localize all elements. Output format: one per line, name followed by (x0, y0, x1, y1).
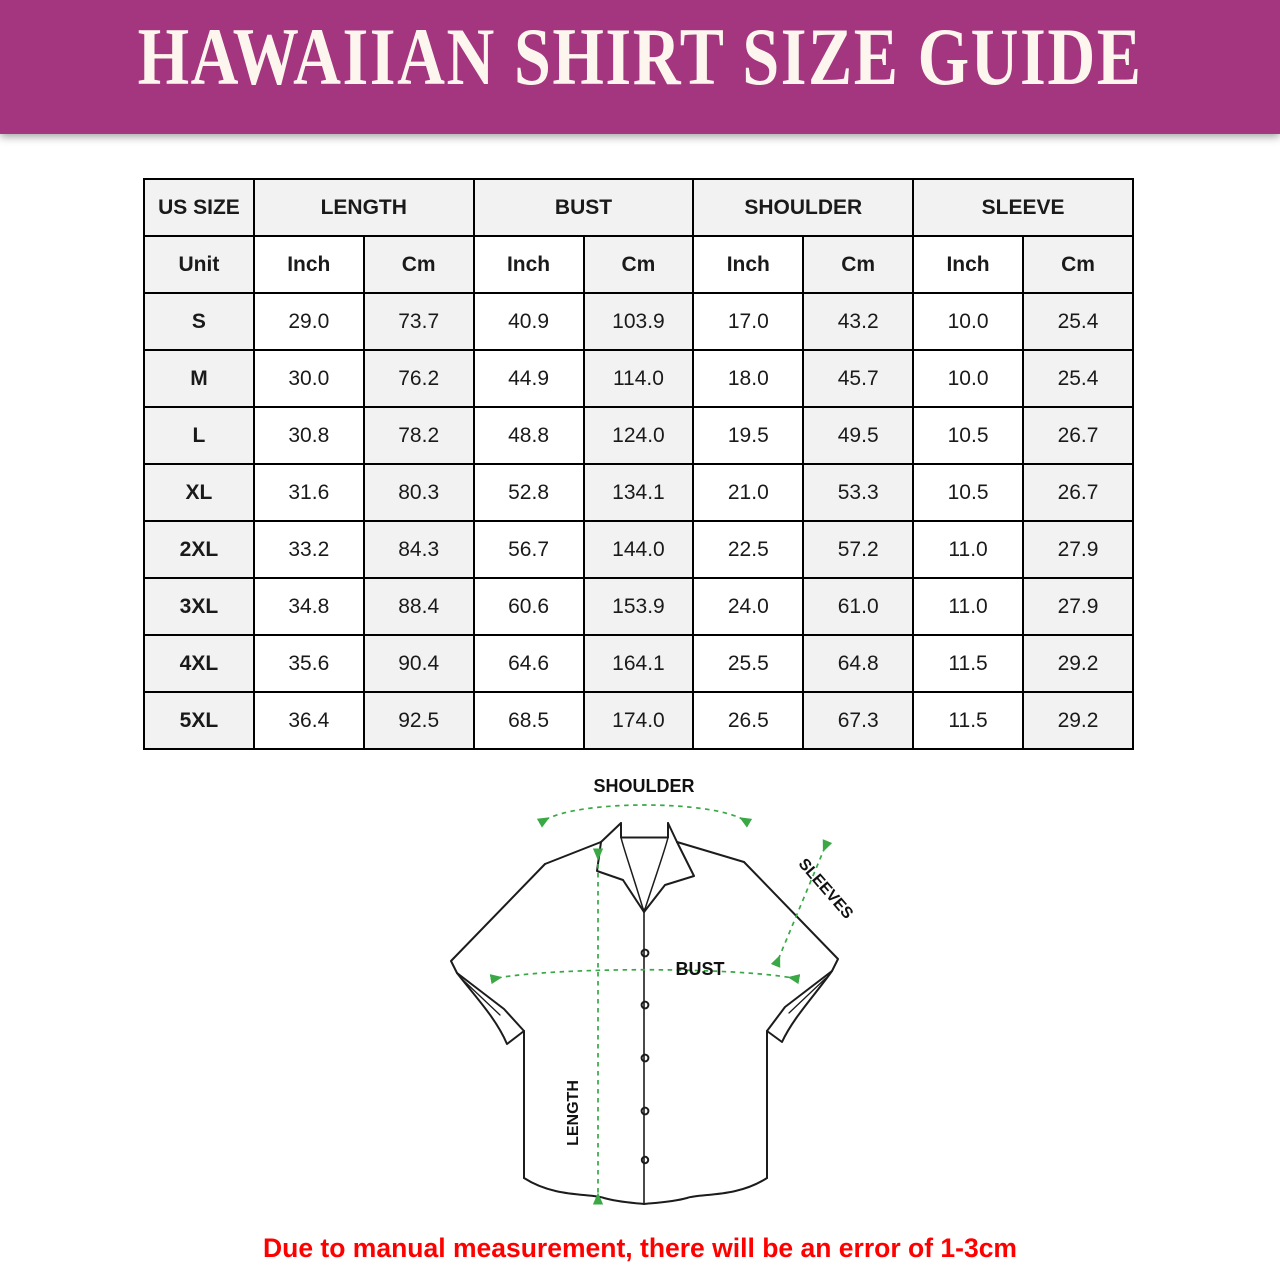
svg-text:LENGTH: LENGTH (565, 1080, 582, 1146)
svg-text:SHOULDER: SHOULDER (593, 776, 694, 796)
svg-text:BUST: BUST (676, 959, 725, 979)
svg-text:SLEEVES: SLEEVES (795, 856, 856, 923)
